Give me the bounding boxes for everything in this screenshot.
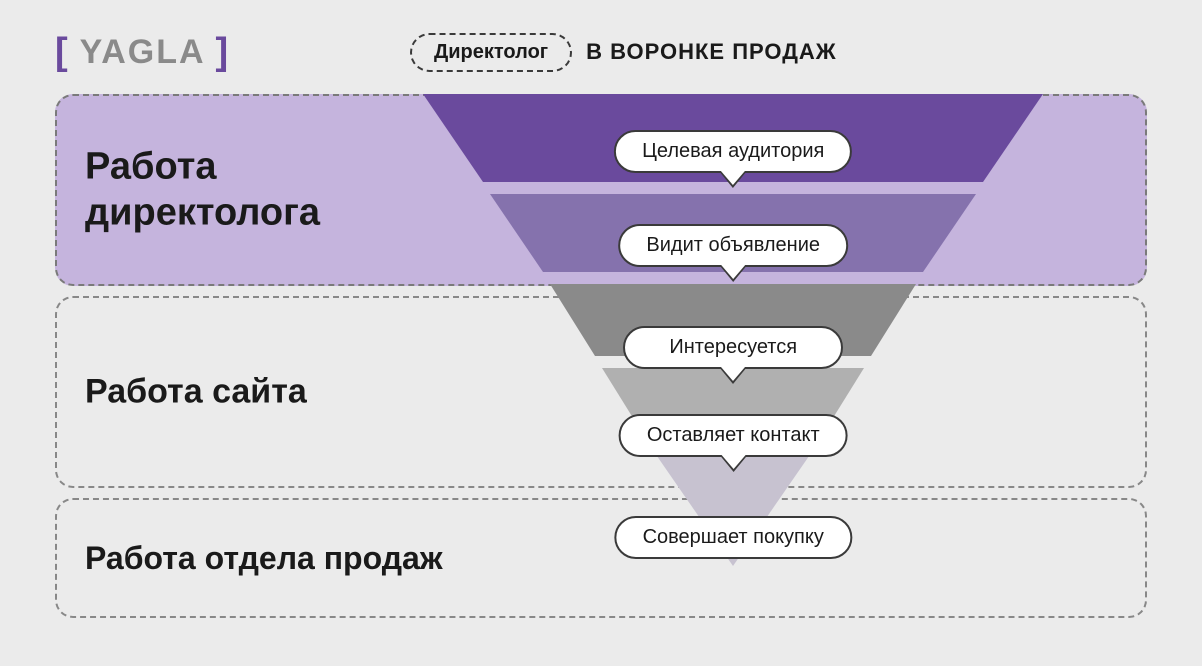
section-label-0: Работадиректолога: [85, 144, 320, 235]
section-0: Работадиректолога: [55, 94, 1147, 286]
logo-bracket-right: ]: [216, 31, 231, 74]
title-pill: Директолог: [410, 33, 572, 72]
logo: [ YAGLA ]: [55, 31, 230, 74]
section-label-1: Работа сайта: [85, 372, 307, 413]
header: [ YAGLA ] Директолог В ВОРОНКЕ ПРОДАЖ: [55, 30, 1147, 74]
section-1: Работа сайта: [55, 296, 1147, 488]
section-2: Работа отдела продаж: [55, 498, 1147, 618]
title-block: Директолог В ВОРОНКЕ ПРОДАЖ: [410, 33, 837, 72]
section-label-2: Работа отдела продаж: [85, 539, 443, 577]
logo-bracket-left: [: [55, 31, 70, 74]
logo-text: YAGLA: [80, 33, 206, 72]
title-rest: В ВОРОНКЕ ПРОДАЖ: [586, 39, 837, 65]
content: Работадиректолога Работа сайта Работа отде…: [55, 94, 1147, 626]
